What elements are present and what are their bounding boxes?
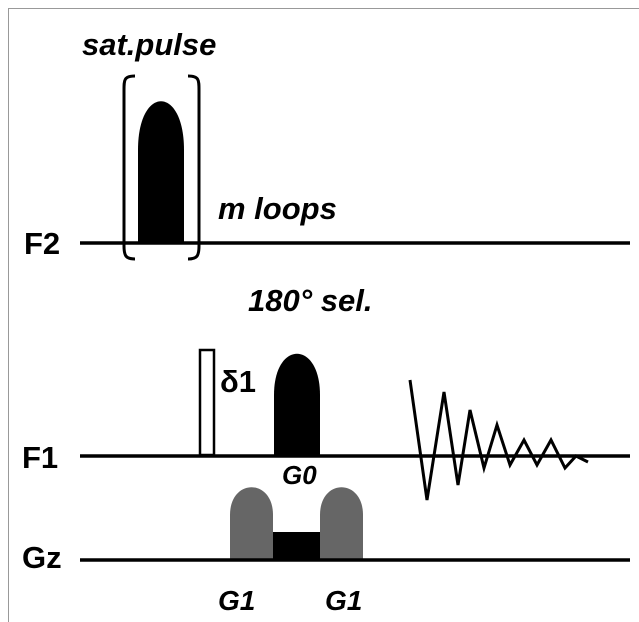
fid (408, 379, 589, 501)
sat-pulse-label: sat.pulse (82, 27, 216, 62)
f1-label: F1 (22, 440, 58, 475)
hard-pulse (198, 348, 216, 457)
delta-label: δ1 (220, 364, 256, 399)
g1-label: G1 (325, 585, 362, 616)
gradient-g0 (273, 532, 320, 560)
g0-label: G0 (282, 460, 317, 490)
right-bracket (187, 74, 201, 261)
g1-label: G1 (218, 585, 255, 616)
selective-pulse (274, 353, 320, 456)
gradient-lobe (320, 487, 363, 560)
f2-label: F2 (24, 226, 60, 261)
sel-label: 180° sel. (248, 283, 372, 318)
gradient-lobe (230, 487, 273, 560)
left-bracket (122, 74, 136, 261)
sat-pulse-shape (138, 101, 184, 243)
frame (8, 8, 639, 622)
loops-label: m loops (218, 191, 337, 226)
gz-label: Gz (22, 540, 62, 575)
